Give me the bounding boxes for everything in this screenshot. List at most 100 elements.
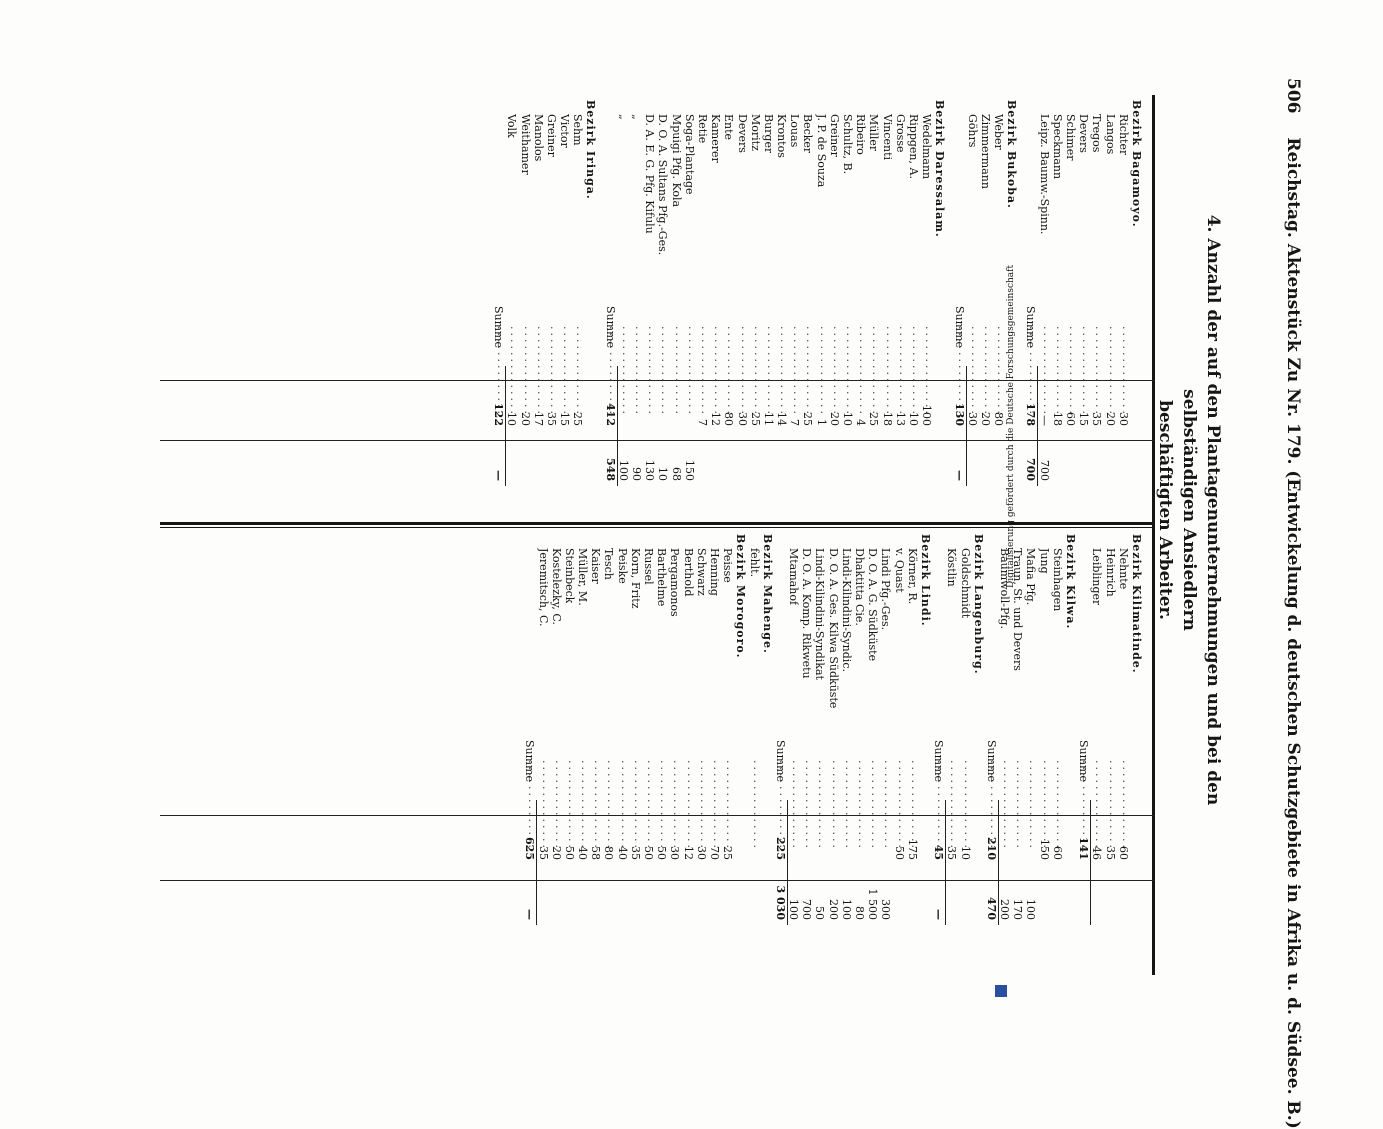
count-value-second: 100 [839,899,853,920]
count-value-second: 700 [1037,460,1051,481]
table-row: Schwarz ·············· 30 [695,530,708,1000]
count-value-second: 470 [984,897,998,920]
summe-rule [1090,800,1092,925]
entry-name: Göhrs [965,114,979,148]
table-row: Ribeiro ·············· 4 [854,96,867,566]
table-row: Kamerer ·············· 12 [709,96,722,566]
leader-dots: ·············· [853,760,867,851]
entry-name: Mpuigi Pfg. Kola [669,114,683,208]
entry-name: Ribeiro [854,114,868,155]
count-value-second: 700 [800,899,814,920]
count-value: 25 [867,412,881,426]
entry-name: Dhaktitta Cie. [853,548,867,626]
count-value: 58 [589,846,603,860]
count-value: 25 [721,846,735,860]
table-row: Köstlin ·············· 35 [945,530,958,1000]
entry-name: Heinrich [1103,548,1117,597]
entry-name: Weber [992,114,1006,150]
table-row: Traun, St. und Devers ·············· 170 [1011,530,1024,1000]
count-value: 210 [984,837,998,860]
count-value-second: 80 [853,906,867,920]
table-row: D. A. E. G. Pfg. Kifulu ·············· 130 [643,96,656,566]
entry-name: Steinbeck [562,548,576,604]
count-value: 130 [952,403,966,426]
entry-name: D. O. A. Komp. Rikwetu [800,548,814,679]
count-value: 25 [801,412,815,426]
entry-name: Berthold [681,548,695,597]
count-value: 625 [523,837,537,860]
count-value: 10 [907,412,920,426]
table-row: Peisse ·············· 25 [721,530,734,1000]
count-value-second: 100 [1024,899,1038,920]
table-row: Müller, M. ·············· 40 [576,530,589,1000]
entry-name: Zimmermann [978,114,992,189]
entry-name: Jung [1037,548,1051,574]
table-row: D. O. A. Sultans Pfg.-Ges. ··············… [656,96,669,566]
count-value: 18 [1050,412,1064,426]
leader-dots: ·············· [669,326,683,417]
count-value: 50 [562,846,576,860]
entry-name: Goldschmidt [958,548,972,619]
count-value: 40 [615,846,629,860]
table-row: Weber ·············· 80 [992,96,1005,566]
entry-name: Soga-Plantage [682,114,696,195]
count-value: 60 [1064,412,1078,426]
entry-name: fehlt. [747,548,761,578]
district-name: Bezirk Mahenge. [760,534,774,654]
count-value: 4 [854,419,868,426]
table-row: Mpuigi Pfg. Kola ·············· 68 [669,96,683,566]
entry-name: „ [616,114,630,120]
count-value: 7 [696,419,709,426]
count-value-second: 68 [669,467,683,481]
count-value-second: 200 [998,899,1012,920]
table-row: Tesch ·············· 80 [602,530,616,1000]
table-row: Krontos ·············· 14 [775,96,788,566]
count-value: 50 [642,846,656,860]
entry-name: J. P. de Souza [814,114,828,188]
summe-rule [1037,366,1039,486]
table-row: Lindi Pfg.-Ges. ·············· 300 [879,530,892,1000]
table-row: Kostelezky, C. ·············· 20 [550,530,563,1000]
entry-name: Vincenti [880,114,894,161]
entry-name: Volk [505,114,519,138]
table-row: D. O. A. Ges. Kilwa Südküste ············… [827,530,840,1000]
entry-name: Jeremitsch, C. [536,548,550,627]
district-name: Bezirk Bagamoyo. [1130,100,1143,228]
table-row: Becker ·············· 25 [801,96,815,566]
leader-dots: ·············· [1024,760,1038,851]
district-heading: Bezirk Daressalam. [933,96,946,566]
count-value-second: 50 [813,906,827,920]
count-value: 30 [1116,412,1130,426]
summe-row: Summe ·············· 130— [952,96,967,566]
district-name: Bezirk Kilwa. [1064,534,1078,630]
count-value-second: 130 [643,460,657,481]
leader-dots: ·············· [998,760,1012,851]
district-heading: Bezirk Lindi. [919,530,932,1000]
table-row: Körner, R. ·············· 175 [906,530,919,1000]
entry-name: Barthelme [655,548,669,607]
entry-name: Louas [788,114,802,148]
top-rule [1152,95,1155,975]
count-value-second: — [952,470,966,481]
count-value: 35 [945,846,959,860]
table-row: Nehnte ·············· 60 [1117,530,1130,1000]
district-name: Bezirk Bukoba. [1005,100,1019,209]
table-row: Leiblinger ·············· 46 [1090,530,1103,1000]
leader-dots: ·············· [787,760,801,851]
count-value: 20 [1103,412,1117,426]
entry-name: Devers [1077,114,1091,153]
entry-name: Greiner [544,114,558,157]
summe-rule [536,800,538,925]
leader-dots: ·············· [616,326,630,417]
count-value: 20 [518,412,532,426]
entry-name: Müller, M. [576,548,590,606]
table-row: Retie ·············· 7 [696,96,709,566]
count-value: 412 [603,403,617,426]
entry-name: v. Quast [892,548,906,593]
count-value: 46 [1090,846,1104,860]
entry-name: Kaiser [589,548,603,584]
entry-name: Schwarz [694,548,708,596]
entry-name: Lindi-Kilindini-Syndic. [839,548,853,672]
table-row: Pergamonos ·············· 30 [668,530,681,1000]
table-row: Lindi-Kilindini-Syndic. ·············· 100 [840,530,853,1000]
